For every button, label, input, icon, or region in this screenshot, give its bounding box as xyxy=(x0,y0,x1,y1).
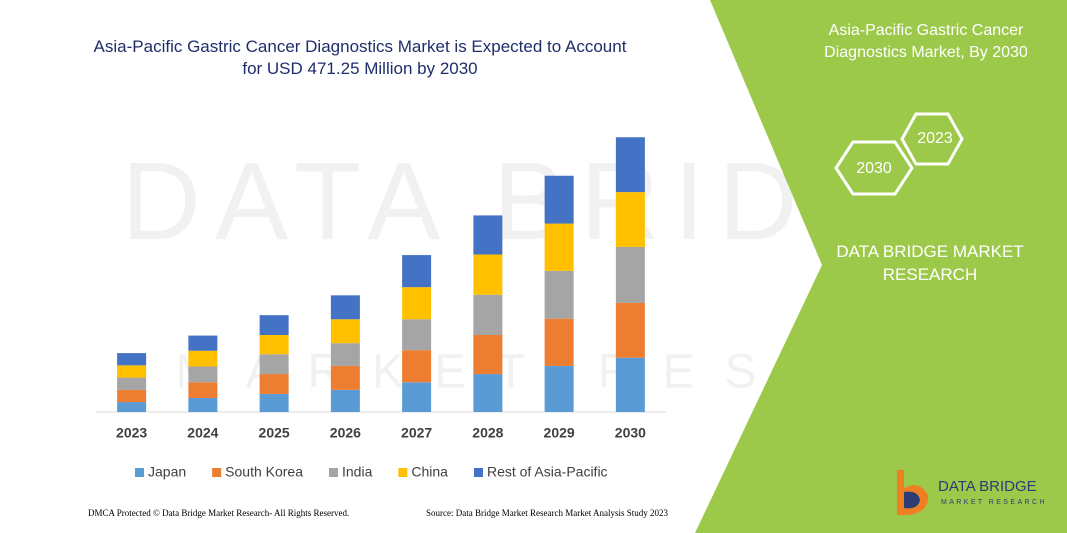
legend-label: China xyxy=(411,464,448,480)
logo-icon xyxy=(904,491,920,509)
bar-segment xyxy=(544,223,574,271)
bar-segment xyxy=(188,366,218,383)
bar-segment xyxy=(402,350,432,383)
bar-segment xyxy=(402,382,432,412)
title-box: Asia-Pacific Gastric Cancer Diagnostics … xyxy=(93,37,627,78)
plot: 2023 2024 2025 2026 2027 2028 2029 2030 Japan Sou… xyxy=(96,137,666,480)
bar-segment xyxy=(330,343,360,366)
bar-segment xyxy=(615,137,645,193)
bar-segment xyxy=(615,302,645,358)
legend-label: Japan xyxy=(148,464,186,480)
hex-label: 2030 xyxy=(856,160,892,177)
bar-segment xyxy=(544,175,574,224)
bar-segment xyxy=(615,246,645,303)
bar-segment xyxy=(473,254,503,295)
legend-label: South Korea xyxy=(225,464,303,480)
chart-title: Asia-Pacific Gastric Cancer Diagnostics … xyxy=(93,37,627,78)
legend-label: Rest of Asia-Pacific xyxy=(487,464,608,480)
legend-swatch xyxy=(473,468,483,477)
panel-title-box: Asia-Pacific Gastric Cancer Diagnostics … xyxy=(824,22,1028,61)
bar-segment xyxy=(544,270,574,319)
bar-segment xyxy=(188,350,218,367)
bar-segment xyxy=(188,398,218,412)
x-tick-label: 2029 xyxy=(544,425,575,441)
legend-swatch xyxy=(329,468,338,477)
hex-label: 2023 xyxy=(917,130,953,147)
bar-segment xyxy=(473,215,503,255)
bar-segment xyxy=(259,354,289,375)
bar-segment xyxy=(544,365,574,412)
x-tick-label: 2028 xyxy=(472,425,503,441)
panel-brand: DATA BRIDGE MARKET RESEARCH xyxy=(836,242,1024,284)
x-tick-label: 2024 xyxy=(187,425,218,441)
hexagon xyxy=(900,112,964,166)
bar-segment xyxy=(117,365,147,378)
legend-swatch xyxy=(135,468,144,477)
hexagon xyxy=(834,140,914,196)
footer-right: Source: Data Bridge Market Research Mark… xyxy=(426,508,668,518)
x-tick-label: 2023 xyxy=(116,425,147,441)
bar-segment xyxy=(402,287,432,320)
x-tick-label: 2025 xyxy=(259,425,290,441)
bar-segment xyxy=(188,335,218,351)
bar-segment xyxy=(117,402,147,412)
bar-segment xyxy=(473,335,503,375)
legend-label: India xyxy=(342,464,373,480)
bar-segment xyxy=(330,365,360,390)
bar-segment xyxy=(330,389,360,412)
legend-swatch xyxy=(212,468,222,477)
bar-segment xyxy=(402,255,432,288)
bar-segment xyxy=(473,374,503,412)
bar-segment xyxy=(259,335,289,355)
bar-segment xyxy=(117,389,147,403)
bar-segment xyxy=(615,192,645,247)
bar-segment xyxy=(117,377,147,390)
panel-title: Asia-Pacific Gastric Cancer Diagnostics … xyxy=(824,22,1028,61)
bar-segment xyxy=(259,393,289,412)
bar-segment xyxy=(259,315,289,335)
bar-segment xyxy=(330,295,360,320)
bar-segment xyxy=(330,319,360,344)
bar-segment xyxy=(117,353,147,366)
x-tick-label: 2030 xyxy=(615,425,646,441)
bar-segment xyxy=(188,382,218,398)
bar-segment xyxy=(544,318,574,366)
legend-swatch xyxy=(398,468,408,477)
brand-box: DATA BRIDGE MARKET RESEARCH xyxy=(836,242,1024,284)
x-tick-label: 2026 xyxy=(330,425,361,441)
side-panel xyxy=(695,0,1067,533)
bar-segment xyxy=(259,374,289,394)
bar-segment xyxy=(473,294,503,335)
footer-left: DMCA Protected © Data Bridge Market Rese… xyxy=(88,508,349,518)
bar-segment xyxy=(402,319,432,351)
logo-name: DATA BRIDGE xyxy=(938,478,1037,495)
x-tick-label: 2027 xyxy=(401,425,432,441)
bar-segment xyxy=(615,357,645,412)
logo-tagline: MARKET RESEARCH xyxy=(941,499,1047,506)
